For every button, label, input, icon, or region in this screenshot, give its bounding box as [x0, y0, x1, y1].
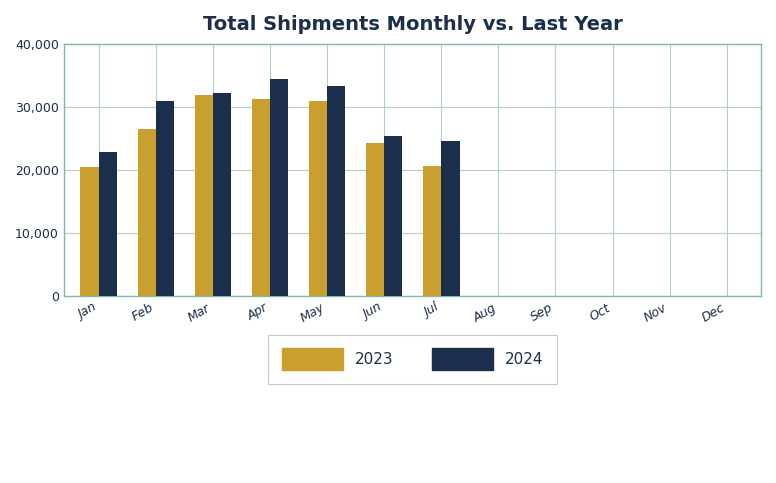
- Title: Total Shipments Monthly vs. Last Year: Total Shipments Monthly vs. Last Year: [203, 15, 622, 34]
- Bar: [99, 152, 117, 296]
- Bar: [327, 86, 345, 296]
- Bar: [309, 100, 327, 296]
- Bar: [156, 100, 174, 296]
- Bar: [195, 95, 213, 296]
- Bar: [384, 136, 403, 296]
- Bar: [137, 129, 156, 296]
- Bar: [251, 99, 270, 296]
- Legend: 2023, 2024: 2023, 2024: [268, 335, 557, 384]
- Bar: [270, 79, 288, 296]
- Bar: [366, 142, 384, 296]
- Bar: [213, 93, 231, 296]
- Bar: [423, 166, 442, 296]
- Bar: [442, 142, 459, 296]
- Bar: [81, 167, 99, 296]
